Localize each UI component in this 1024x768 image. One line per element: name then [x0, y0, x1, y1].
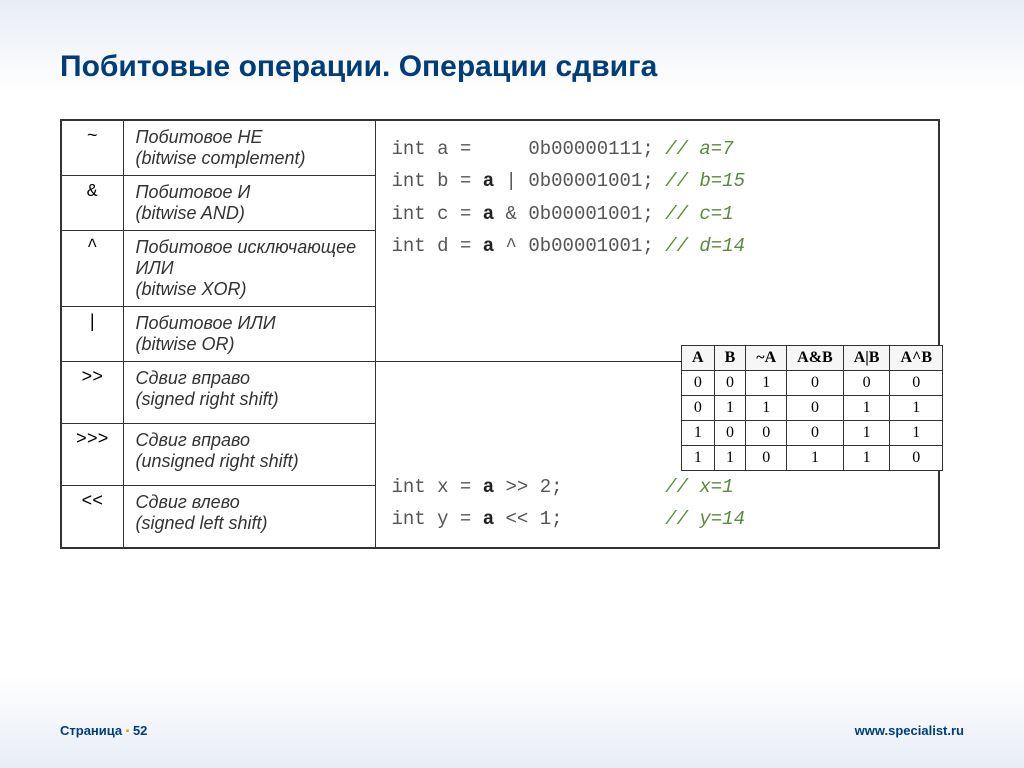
op-sym-2: ^ — [61, 231, 123, 307]
truth-cell: 1 — [843, 446, 890, 471]
truth-header-row: AB~AA&BA|BA^B — [682, 346, 943, 371]
op-sym-4: >> — [61, 362, 123, 424]
truth-cell: 1 — [843, 396, 890, 421]
page-number: Страница ▪ 52 — [60, 723, 147, 738]
truth-cell: 0 — [682, 396, 715, 421]
truth-cell: 1 — [890, 421, 943, 446]
truth-cell: 1 — [746, 396, 787, 421]
truth-cell: 1 — [787, 446, 844, 471]
truth-cell: 0 — [890, 371, 943, 396]
page-num: 52 — [133, 723, 147, 738]
url: www.specialist.ru — [855, 723, 964, 738]
operators-table: ~ Побитовое НЕ(bitwise complement) int a… — [60, 119, 940, 549]
truth-cell: 1 — [890, 396, 943, 421]
op-sym-1: & — [61, 176, 123, 231]
truth-header: ~A — [746, 346, 787, 371]
op-sym-6: << — [61, 486, 123, 549]
truth-cell: 1 — [843, 421, 890, 446]
op-sym-0: ~ — [61, 120, 123, 176]
truth-cell: 0 — [787, 396, 844, 421]
truth-row: 100011 — [682, 421, 943, 446]
page-title: Побитовые операции. Операции сдвига — [60, 50, 964, 84]
footer: Страница ▪ 52 www.specialist.ru — [60, 723, 964, 738]
truth-cell: 1 — [714, 446, 746, 471]
truth-header: B — [714, 346, 746, 371]
bullet-icon: ▪ — [126, 726, 130, 737]
op-desc-3: Побитовое ИЛИ(bitwise OR) — [123, 307, 375, 362]
truth-cell: 0 — [843, 371, 890, 396]
truth-cell: 0 — [890, 446, 943, 471]
truth-cell: 0 — [787, 371, 844, 396]
truth-header: A&B — [787, 346, 844, 371]
op-sym-3: | — [61, 307, 123, 362]
truth-cell: 1 — [746, 371, 787, 396]
truth-cell: 1 — [714, 396, 746, 421]
truth-header: A^B — [890, 346, 943, 371]
truth-cell: 0 — [746, 421, 787, 446]
truth-cell: 0 — [714, 371, 746, 396]
op-desc-5: Сдвиг вправо(unsigned right shift) — [123, 424, 375, 486]
truth-cell: 0 — [714, 421, 746, 446]
truth-row: 011011 — [682, 396, 943, 421]
truth-header: A|B — [843, 346, 890, 371]
op-desc-0: Побитовое НЕ(bitwise complement) — [123, 120, 375, 176]
code-block-1: int a = 0b00000111; // a=7int b = a | 0b… — [375, 120, 939, 362]
truth-cell: 0 — [787, 421, 844, 446]
truth-cell: 1 — [682, 446, 715, 471]
slide: Побитовые операции. Операции сдвига ~ По… — [0, 0, 1024, 768]
op-desc-1: Побитовое И(bitwise AND) — [123, 176, 375, 231]
truth-row: 110110 — [682, 446, 943, 471]
table-row: ~ Побитовое НЕ(bitwise complement) int a… — [61, 120, 939, 176]
truth-header: A — [682, 346, 715, 371]
truth-cell: 0 — [682, 371, 715, 396]
op-sym-5: >>> — [61, 424, 123, 486]
truth-table: AB~AA&BA|BA^B 001000011011100011110110 — [681, 345, 943, 471]
op-desc-6: Сдвиг влево(signed left shift) — [123, 486, 375, 549]
truth-row: 001000 — [682, 371, 943, 396]
truth-cell: 1 — [682, 421, 715, 446]
truth-cell: 0 — [746, 446, 787, 471]
op-desc-4: Сдвиг вправо(signed right shift) — [123, 362, 375, 424]
op-desc-2: Побитовое исключающее ИЛИ(bitwise XOR) — [123, 231, 375, 307]
page-label-text: Страница — [60, 723, 122, 738]
